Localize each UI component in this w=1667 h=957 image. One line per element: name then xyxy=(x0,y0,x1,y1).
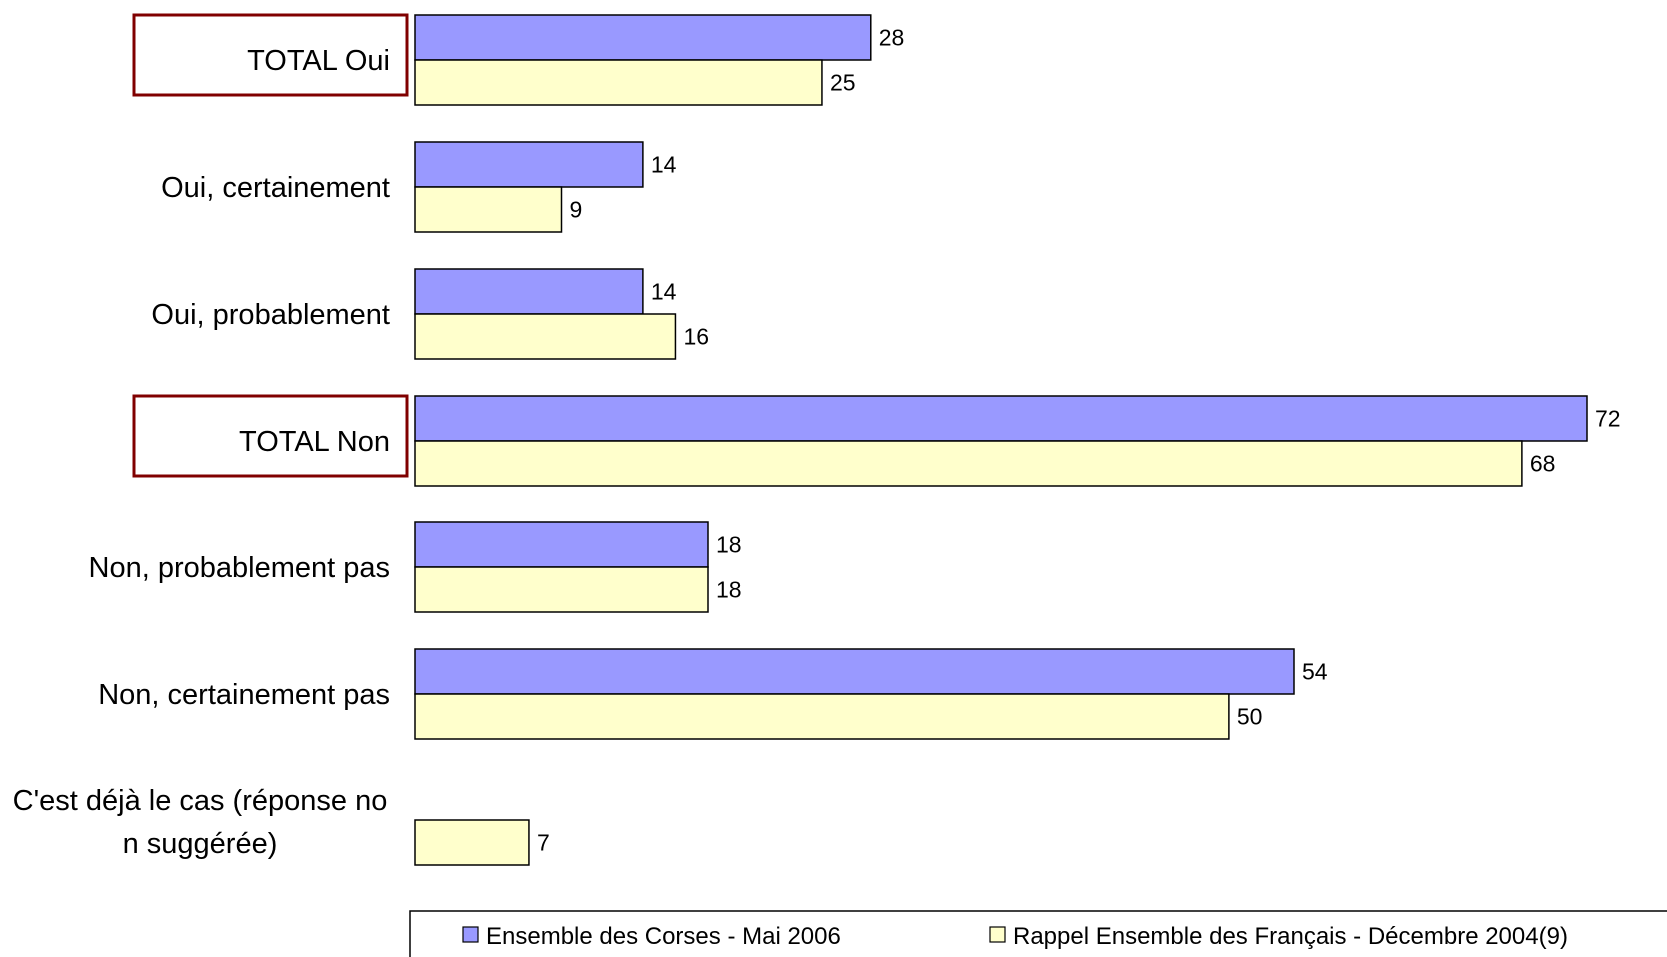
legend-swatch-series-1 xyxy=(462,926,479,943)
bar-total-oui-series-1 xyxy=(414,14,872,61)
category-label-oui-certainement: Oui, certainement xyxy=(161,172,390,204)
value-label-non-probablement-pas-series-1: 18 xyxy=(716,532,742,558)
value-label-oui-certainement-series-1: 14 xyxy=(651,152,677,178)
highlight-boxes xyxy=(132,13,409,478)
bar-oui-certainement-series-1 xyxy=(414,141,644,188)
value-label-total-oui-series-1: 28 xyxy=(879,25,905,51)
category-label-total-oui: TOTAL Oui xyxy=(247,45,390,77)
bar-total-oui-series-2 xyxy=(414,59,823,106)
bar-non-probablement-pas-series-1 xyxy=(414,521,709,568)
value-label-non-probablement-pas-series-2: 18 xyxy=(716,577,742,603)
value-label-oui-probablement-series-2: 16 xyxy=(683,324,709,350)
category-label-non-probablement-pas: Non, probablement pas xyxy=(89,552,390,584)
value-label-total-oui-series-2: 25 xyxy=(830,70,856,96)
value-label-c-est-deja-le-cas-reponse-non-suggeree-series-2: 7 xyxy=(537,830,550,856)
bars xyxy=(414,14,1588,866)
category-label-c-est-deja-le-cas-reponse-non-suggeree: C'est déjà le cas (réponse no n suggérée) xyxy=(13,785,388,860)
category-label-oui-probablement: Oui, probablement xyxy=(151,299,390,331)
value-label-non-certainement-pas-series-1: 54 xyxy=(1302,659,1328,685)
category-labels: TOTAL Oui Oui, certainement Oui, probablem… xyxy=(13,45,390,860)
value-label-total-non-series-1: 72 xyxy=(1595,406,1621,432)
bar-total-non-series-2 xyxy=(414,440,1523,487)
bar-non-probablement-pas-series-2 xyxy=(414,566,709,613)
legend: Ensemble des Corses - Mai 2006 Rappel En… xyxy=(409,910,1667,957)
highlight-box-total-non xyxy=(132,394,409,478)
bar-non-certainement-pas-series-2 xyxy=(414,693,1230,740)
legend-label-series-2: Rappel Ensemble des Français - Décembre … xyxy=(1013,923,1568,950)
bar-non-certainement-pas-series-1 xyxy=(414,648,1295,695)
legend-frame xyxy=(409,910,1667,957)
bar-oui-probablement-series-1 xyxy=(414,268,644,315)
value-label-non-certainement-pas-series-2: 50 xyxy=(1237,704,1263,730)
value-label-oui-certainement-series-2: 9 xyxy=(570,197,583,223)
bar-c-est-deja-le-cas-reponse-non-suggeree-series-2 xyxy=(414,819,530,866)
highlight-box-total-oui xyxy=(132,13,409,97)
category-label-non-certainement-pas: Non, certainement pas xyxy=(98,679,390,711)
category-label-total-non: TOTAL Non xyxy=(239,426,390,458)
value-label-oui-probablement-series-1: 14 xyxy=(651,279,677,305)
bar-oui-certainement-series-2 xyxy=(414,186,563,233)
value-label-total-non-series-2: 68 xyxy=(1530,451,1556,477)
legend-swatch-series-2 xyxy=(989,926,1006,943)
bar-total-non-series-1 xyxy=(414,395,1588,442)
legend-label-series-1: Ensemble des Corses - Mai 2006 xyxy=(486,923,841,950)
bar-oui-probablement-series-2 xyxy=(414,313,677,360)
